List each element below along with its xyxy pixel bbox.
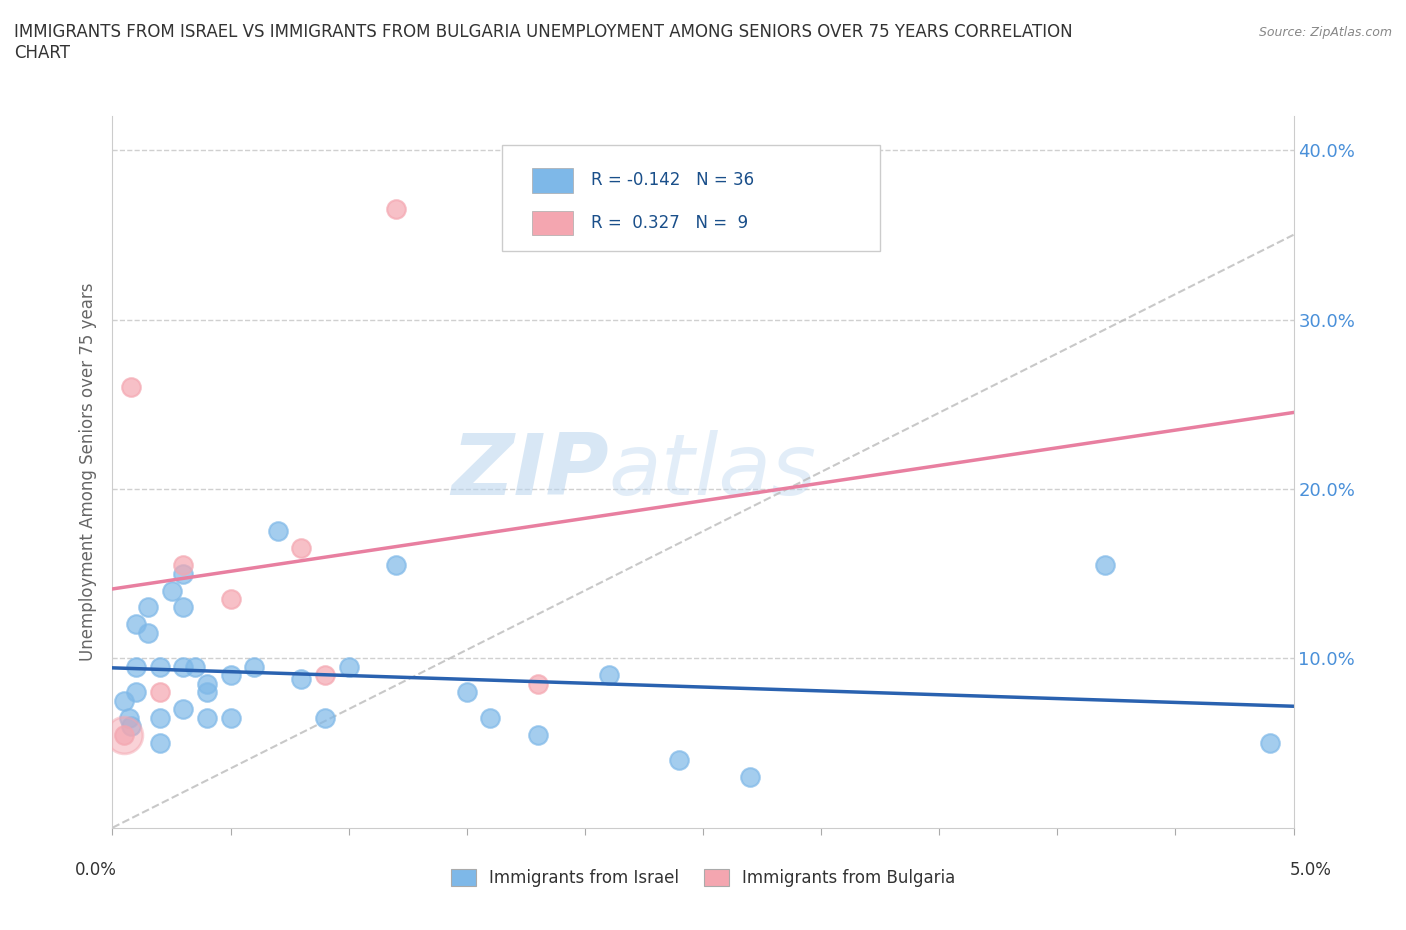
Point [120,379,142,394]
Point [120,719,142,734]
Point [314,711,336,725]
Point [172,566,194,581]
Point [290,540,312,555]
Point [149,711,172,725]
FancyBboxPatch shape [531,167,574,193]
Point [125,617,148,631]
Text: atlas: atlas [609,431,817,513]
Text: IMMIGRANTS FROM ISRAEL VS IMMIGRANTS FROM BULGARIA UNEMPLOYMENT AMONG SENIORS OV: IMMIGRANTS FROM ISRAEL VS IMMIGRANTS FRO… [14,23,1073,62]
Text: R = -0.142   N = 36: R = -0.142 N = 36 [591,171,754,190]
Point [195,711,218,725]
Y-axis label: Unemployment Among Seniors over 75 years: Unemployment Among Seniors over 75 years [79,283,97,661]
Point [112,693,135,708]
Point [125,659,148,674]
Point [125,684,148,699]
Point [160,583,183,598]
Point [668,752,690,767]
Point [184,659,207,674]
Point [219,668,242,683]
Point [219,711,242,725]
Point [136,600,159,615]
Point [149,684,172,699]
Text: Source: ZipAtlas.com: Source: ZipAtlas.com [1258,26,1392,39]
Point [195,684,218,699]
Point [149,659,172,674]
Point [1258,736,1281,751]
Point [456,684,478,699]
Text: ZIP: ZIP [451,431,609,513]
FancyBboxPatch shape [531,210,574,235]
Legend: Immigrants from Israel, Immigrants from Bulgaria: Immigrants from Israel, Immigrants from … [444,862,962,894]
Point [385,558,408,573]
Point [740,769,762,784]
Point [479,711,502,725]
Point [290,671,312,686]
Point [526,676,548,691]
Point [195,676,218,691]
Point [598,668,620,683]
Point [172,659,194,674]
FancyBboxPatch shape [502,145,880,251]
Point [526,727,548,742]
Point [385,202,408,217]
Text: 0.0%: 0.0% [75,860,117,879]
Point [112,727,135,742]
Point [314,668,336,683]
Point [172,558,194,573]
Point [118,711,141,725]
Text: R =  0.327   N =  9: R = 0.327 N = 9 [591,214,748,232]
Text: 5.0%: 5.0% [1289,860,1331,879]
Point [136,626,159,641]
Point [112,727,135,742]
Point [337,659,360,674]
Point [149,736,172,751]
Point [172,600,194,615]
Point [219,591,242,606]
Point [172,701,194,716]
Point [243,659,266,674]
Point [267,524,290,538]
Point [1094,558,1116,573]
